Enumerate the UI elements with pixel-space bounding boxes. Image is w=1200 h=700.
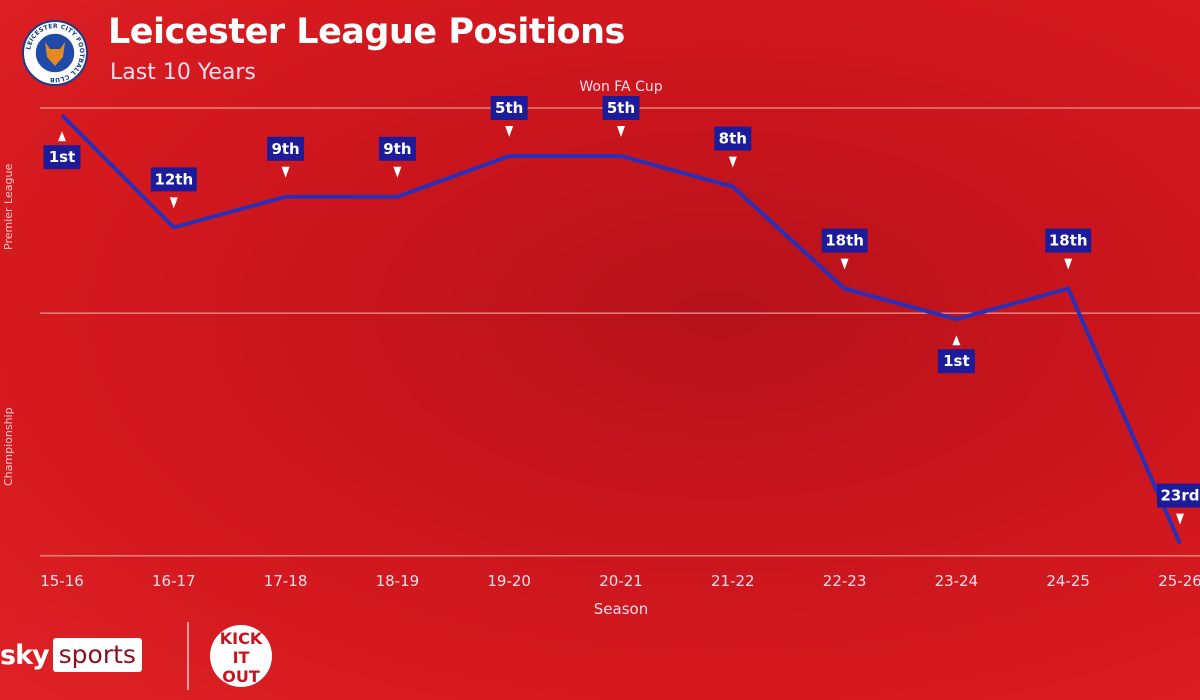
position-label: 18th — [1049, 232, 1088, 250]
position-label: 12th — [154, 170, 193, 188]
position-label: 9th — [271, 140, 299, 158]
x-tick-label: 21-22 — [711, 572, 755, 590]
position-label: 1st — [943, 352, 970, 370]
fox-icon — [45, 42, 65, 66]
position-label-box — [150, 167, 197, 192]
x-tick-label: 15-16 — [40, 572, 84, 590]
position-label-box — [821, 228, 868, 253]
x-tick-label: 20-21 — [599, 572, 643, 590]
down-arrow-icon — [840, 258, 849, 270]
position-label-box — [937, 349, 975, 374]
position-label-box — [267, 136, 305, 161]
position-label: 23rd — [1160, 487, 1199, 505]
down-arrow-icon — [1176, 513, 1184, 525]
x-tick-label: 24-25 — [1046, 572, 1090, 590]
up-arrow-icon — [58, 131, 66, 142]
x-tick-label: 23-24 — [935, 572, 979, 590]
sky-logo-word: sky — [0, 639, 50, 671]
position-label: 1st — [49, 148, 76, 166]
sky-sports-logo: sky sports — [0, 638, 142, 672]
x-tick-label: 16-17 — [152, 572, 196, 590]
x-tick-label: 22-23 — [823, 572, 867, 590]
position-label-box — [1157, 483, 1200, 508]
club-crest-logo: LEICESTER CITY FOOTBALL CLUB — [22, 20, 88, 86]
down-arrow-icon — [505, 126, 514, 137]
down-arrow-icon — [728, 156, 737, 168]
kick-it-out-logo: KICK IT OUT — [210, 625, 272, 687]
position-label-box — [490, 96, 528, 120]
annotation-won-fa-cup: Won FA Cup — [579, 79, 662, 95]
x-tick-label: 18-19 — [376, 572, 420, 590]
position-label-box — [602, 96, 640, 120]
position-label-box — [1045, 228, 1092, 253]
position-label: 9th — [383, 140, 411, 158]
x-axis-label: Season — [594, 600, 648, 618]
logo-divider — [187, 622, 189, 690]
position-label-box — [378, 136, 416, 161]
up-arrow-icon — [952, 335, 961, 346]
position-label: 18th — [825, 232, 864, 250]
position-label-box — [714, 126, 752, 151]
position-label-box — [43, 145, 81, 170]
down-arrow-icon — [169, 197, 178, 209]
down-arrow-icon — [393, 166, 402, 178]
chart-subtitle: Last 10 Years — [110, 60, 256, 85]
down-arrow-icon — [1064, 258, 1073, 270]
position-label: 5th — [495, 99, 523, 117]
down-arrow-icon — [617, 126, 625, 137]
x-tick-label: 17-18 — [264, 572, 308, 590]
x-tick-label: 25-26 — [1158, 572, 1200, 590]
down-arrow-icon — [281, 166, 290, 178]
x-tick-label: 19-20 — [487, 572, 531, 590]
position-label: 5th — [607, 99, 635, 117]
chart-title: Leicester League Positions — [108, 12, 625, 52]
series-line — [60, 113, 1182, 545]
position-label: 8th — [719, 130, 747, 148]
sports-logo-word: sports — [52, 638, 142, 672]
